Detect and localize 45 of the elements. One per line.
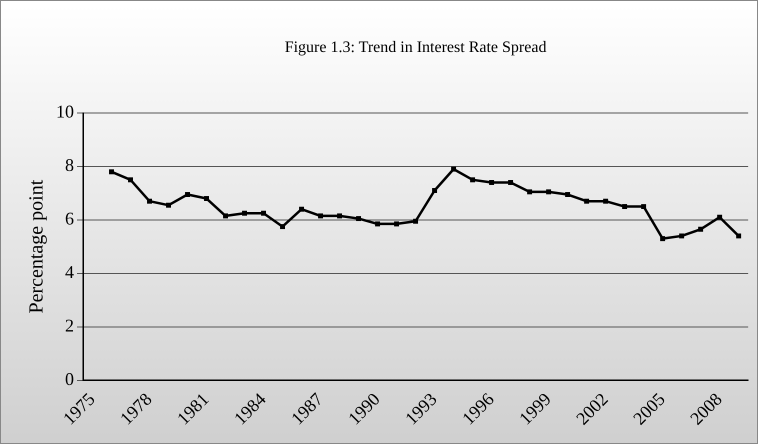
y-tick-label: 6 xyxy=(65,208,74,229)
point xyxy=(603,198,608,204)
point xyxy=(660,236,666,242)
point xyxy=(698,226,704,232)
point xyxy=(394,221,400,226)
point xyxy=(223,213,228,218)
x-tick-label: 1990 xyxy=(344,388,384,429)
point xyxy=(546,189,552,194)
point xyxy=(432,188,438,193)
y-tick-label: 8 xyxy=(65,155,74,176)
point xyxy=(299,206,304,212)
point xyxy=(679,233,684,238)
point xyxy=(185,192,190,197)
point xyxy=(337,213,342,218)
point xyxy=(527,189,532,194)
point xyxy=(717,214,722,220)
point xyxy=(109,169,114,174)
point xyxy=(622,204,628,210)
y-tick-label: 4 xyxy=(65,262,74,282)
point xyxy=(147,198,152,204)
y-tick-label: 10 xyxy=(56,102,74,122)
point xyxy=(508,180,514,185)
point xyxy=(413,218,418,224)
chart-title: Figure 1.3: Trend in Interest Rate Spread xyxy=(284,39,546,56)
point xyxy=(356,216,362,222)
point xyxy=(470,177,476,182)
point xyxy=(261,210,266,216)
point xyxy=(204,196,209,201)
y-axis-title: Percentage point xyxy=(25,179,48,314)
point xyxy=(375,221,380,226)
point xyxy=(641,204,646,210)
point xyxy=(242,210,248,216)
point xyxy=(584,198,590,204)
point xyxy=(128,177,133,182)
x-tick-label: 1999 xyxy=(515,388,555,429)
point xyxy=(565,192,570,197)
point xyxy=(166,202,171,208)
point xyxy=(451,166,456,172)
point xyxy=(489,180,494,185)
point xyxy=(736,233,742,238)
y-tick-label: 0 xyxy=(65,369,74,390)
y-tick-label: 2 xyxy=(65,316,74,336)
point xyxy=(280,224,286,230)
point xyxy=(318,213,324,218)
x-tick-label: 1981 xyxy=(173,388,213,429)
